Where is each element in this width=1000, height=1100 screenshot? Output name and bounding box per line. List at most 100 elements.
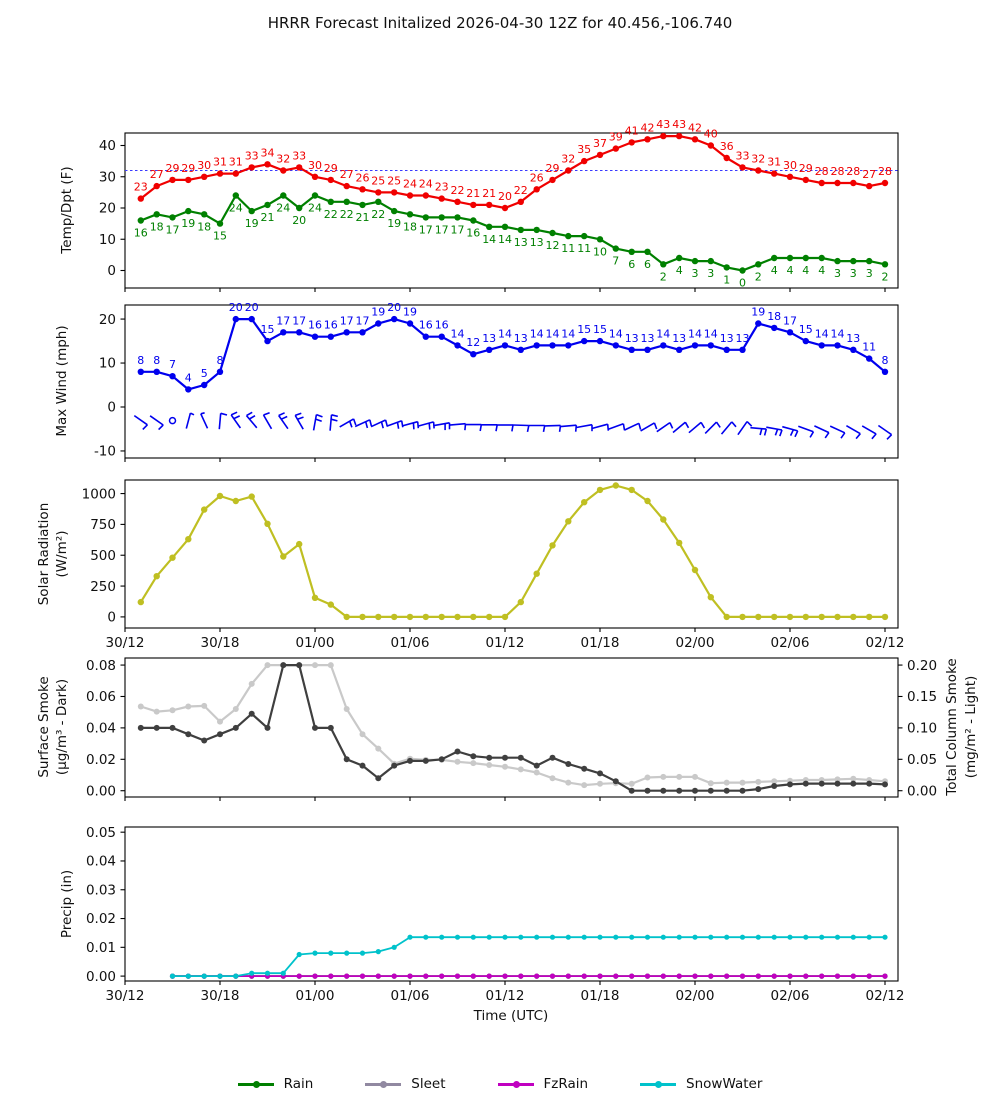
wind-value-label: 13 [720,332,734,345]
temp-value-label: 32 [561,153,575,166]
x-tick-label: 02/12 [866,635,905,651]
temp-value-label: 30 [783,159,797,172]
smoke-series-surface-smoke [137,662,888,794]
temp-value-label: 22 [451,184,465,197]
wind-y-tick-label: 10 [99,356,116,372]
temp-value-label: 29 [324,162,338,175]
temp-value-label: 29 [181,162,195,175]
temp-value-label: 27 [150,168,164,181]
temp-value-label: 31 [767,156,781,169]
temp-value-label: 24 [229,202,243,215]
solar-y-tick-label: 750 [90,517,116,533]
smoke-y-tick-label: 0.08 [86,658,116,674]
wind-value-label: 20 [229,301,243,314]
temp-axis-label: Temp/Dpt (F) [59,166,75,254]
precip-y-tick-label: 0.00 [86,969,116,985]
temp-value-label: 24 [276,202,290,215]
temp-value-label: 18 [197,220,211,233]
temp-value-label: 27 [862,168,876,181]
wind-value-label: 14 [498,327,512,340]
wind-value-label: 14 [815,327,829,340]
wind-value-label: 13 [514,332,528,345]
x-tick-label: 02/00 [676,988,715,1004]
temp-y-tick-label: 10 [99,232,116,248]
temp-value-label: 39 [609,131,623,144]
temp-value-label: 25 [371,174,385,187]
temp-value-label: 22 [371,208,385,221]
x-tick-label: 01/06 [391,635,430,651]
temp-value-label: 6 [644,258,651,271]
x-tick-label: 01/00 [296,635,335,651]
temp-value-label: 12 [546,239,560,252]
temp-value-label: 31 [213,156,227,169]
panel-smoke: 0.00 0.02 0.04 0.06 0.08 0.00 0.05 0.10 0.15 0.20 [86,657,937,801]
wind-value-label: 17 [356,314,370,327]
smoke-y-tick-label: 0.00 [86,783,116,799]
smoke-right-y-tick-label: 0.00 [907,783,937,799]
precip-y-tick-label: 0.04 [86,854,116,870]
temp-value-label: 21 [482,187,496,200]
wind-value-label: 16 [308,319,322,332]
solar-y-tick-label: 0 [107,610,116,626]
wind-value-label: 14 [688,327,702,340]
temp-value-label: 26 [530,171,544,184]
precip-series-fzrain [169,973,888,979]
smoke-right-y-tick-label: 0.20 [907,658,937,674]
wind-value-label: 20 [245,301,259,314]
temp-value-label: 22 [324,208,338,221]
temp-value-label: 10 [593,245,607,258]
wind-value-label: 14 [704,327,718,340]
temp-value-label: 4 [771,264,778,277]
precip-y-tick-label: 0.01 [86,940,116,956]
legend-label-sleet: Sleet [411,1076,446,1092]
temp-value-label: 41 [625,124,639,137]
temp-value-label: 28 [846,165,860,178]
panel-wind-frame [124,304,899,459]
x-tick-label: 30/12 [106,988,145,1004]
smoke-y-tick-label: 0.04 [86,721,116,737]
wind-value-label: 17 [340,314,354,327]
surface-smoke-axis-label-line2: (μg/m³ - Dark) [54,678,70,776]
precip-legend: Rain Sleet FzRain SnowWater [0,1076,1000,1092]
temp-value-label: 36 [720,140,734,153]
wind-y-tick-label: 0 [107,400,116,416]
temp-y-tick-label: 0 [107,263,116,279]
x-tick-label: 02/12 [866,988,905,1004]
temp-value-label: 19 [181,217,195,230]
wind-value-label: 19 [403,306,417,319]
temp-value-label: 30 [197,159,211,172]
x-tick-label: 02/06 [771,635,810,651]
wind-value-label: 19 [371,306,385,319]
figure-title: HRRR Forecast Initalized 2026-04-30 12Z … [267,14,733,32]
snowwater-line-icon [640,1080,677,1088]
wind-y-tick-label: -10 [94,444,116,460]
wind-value-label: 17 [276,314,290,327]
temp-value-label: 13 [514,236,528,249]
wind-value-label: 17 [783,314,797,327]
wind-value-label: 4 [185,371,192,384]
wind-value-label: 12 [466,336,480,349]
temp-value-label: 4 [676,264,683,277]
sleet-line-icon [365,1080,402,1088]
temp-value-label: 16 [134,227,148,240]
temp-value-label: 3 [692,267,699,280]
calm-wind-icon [168,416,177,425]
temp-value-label: 20 [292,214,306,227]
wind-value-label: 14 [831,327,845,340]
temp-value-label: 25 [387,174,401,187]
wind-value-label: 13 [672,332,686,345]
x-tick-label: 30/12 [106,635,145,651]
wind-value-label: 11 [862,341,876,354]
temp-value-label: 4 [787,264,794,277]
legend-item-sleet: Sleet [365,1076,446,1092]
panel-precip-frame [124,826,899,982]
temp-value-label: 30 [308,159,322,172]
temp-value-label: 40 [704,128,718,141]
temp-value-label: 11 [577,242,591,255]
temp-value-label: 14 [482,233,496,246]
temp-value-label: 23 [134,181,148,194]
